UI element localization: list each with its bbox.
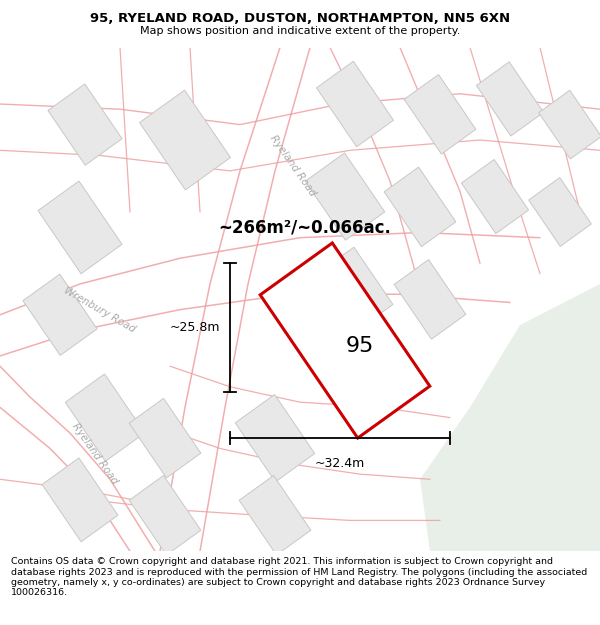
Polygon shape	[260, 243, 430, 438]
Polygon shape	[316, 61, 394, 147]
Text: ~32.4m: ~32.4m	[315, 457, 365, 469]
Text: Ryeland Road: Ryeland Road	[268, 133, 318, 198]
Polygon shape	[305, 153, 385, 240]
Polygon shape	[317, 248, 393, 331]
Polygon shape	[38, 181, 122, 274]
Polygon shape	[23, 274, 97, 356]
Polygon shape	[394, 259, 466, 339]
Text: Wrenbury Road: Wrenbury Road	[62, 285, 137, 334]
Polygon shape	[235, 394, 315, 482]
Text: ~266m²/~0.066ac.: ~266m²/~0.066ac.	[218, 218, 391, 236]
Text: 95, RYELAND ROAD, DUSTON, NORTHAMPTON, NN5 6XN: 95, RYELAND ROAD, DUSTON, NORTHAMPTON, N…	[90, 12, 510, 25]
Polygon shape	[65, 374, 145, 461]
Polygon shape	[129, 398, 201, 478]
Text: Ryeland Road: Ryeland Road	[70, 421, 120, 486]
Polygon shape	[129, 476, 201, 555]
Text: Map shows position and indicative extent of the property.: Map shows position and indicative extent…	[140, 26, 460, 36]
Polygon shape	[461, 159, 529, 234]
Polygon shape	[239, 476, 311, 555]
Text: ~25.8m: ~25.8m	[170, 321, 220, 334]
Text: 95: 95	[346, 336, 374, 356]
Polygon shape	[42, 458, 118, 542]
Polygon shape	[384, 167, 456, 247]
Text: Contains OS data © Crown copyright and database right 2021. This information is : Contains OS data © Crown copyright and d…	[11, 557, 587, 598]
Polygon shape	[48, 84, 122, 165]
Polygon shape	[404, 74, 476, 154]
Polygon shape	[420, 284, 600, 551]
Polygon shape	[529, 177, 592, 246]
Polygon shape	[539, 90, 600, 159]
Polygon shape	[476, 62, 544, 136]
Polygon shape	[140, 90, 230, 190]
